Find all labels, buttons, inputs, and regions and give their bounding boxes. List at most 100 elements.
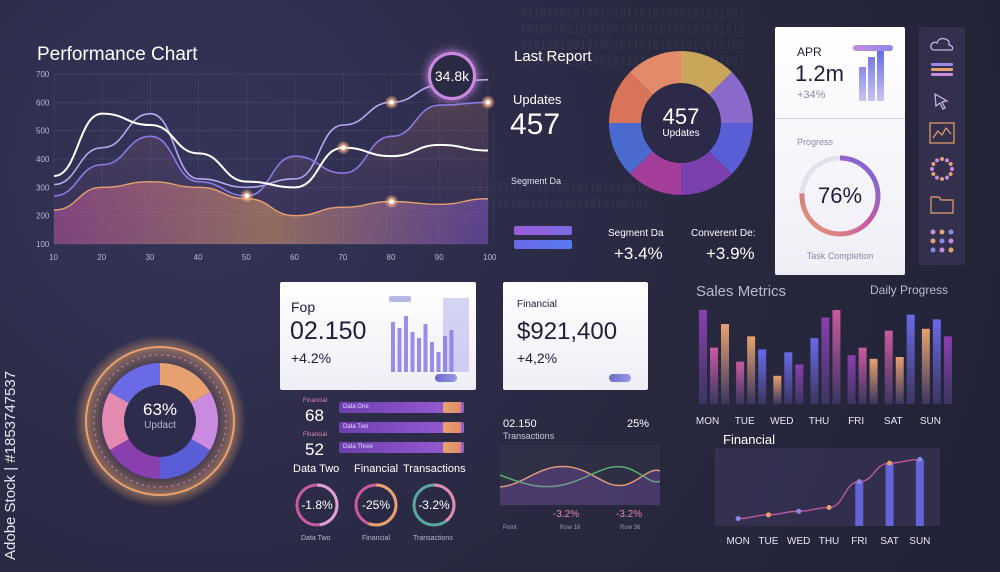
daily-progress: Daily Progress [870,283,949,297]
financial-point [887,460,893,466]
folder-icon[interactable] [929,193,955,215]
segment-label: Segment Da [511,176,562,186]
apr-mini-col [868,57,875,101]
y-tick-label: 200 [36,212,50,221]
data-row-2-button[interactable] [443,422,461,433]
loader-icon[interactable] [929,156,955,182]
financial-bar [915,459,924,526]
progress-ring [799,155,881,237]
pie-slice [709,72,753,123]
header-transactions: Transactions [403,463,466,475]
progress-fill [799,155,881,237]
ring-3-value: -3.2% [418,498,450,512]
loader-dot [930,167,934,171]
sales-bar [810,338,819,404]
sales-bar [773,375,782,404]
sales-bar [795,364,804,404]
loader-dot [935,158,939,163]
series-line [53,101,489,197]
loader-dot [940,177,944,181]
x-tick-label: 50 [242,253,251,262]
grid-dot [939,238,945,244]
x-tick-label: 80 [387,253,396,262]
performance-title: Performance Chart [37,44,198,65]
stat-value-1: 68 [305,406,324,425]
financial-change: +4,2% [517,350,558,366]
pie-slice [681,151,732,195]
loader-dot [945,158,949,163]
x-tick-label: 90 [435,253,444,262]
stat-value-2: 52 [305,440,324,459]
grid-dot [948,229,954,235]
fop-mini-bar [443,336,447,372]
transactions-pct: 25% [627,418,650,430]
grid-dot [939,229,945,235]
progress-footer: Task Completion [806,251,874,261]
grid-dot [930,247,936,253]
data-row-3-button[interactable] [443,442,461,453]
data-point [244,193,250,199]
gauge-segment [160,435,211,479]
performance-badge: 34.8k [428,52,476,100]
transactions-value: 02.150 [503,418,537,430]
loader-dot [931,162,936,166]
data-row-1-button[interactable] [443,402,461,413]
financial-card: Financial $921,400 +4,2% [503,282,648,390]
series-line [53,112,489,189]
gauge-chart [74,335,246,507]
data-row-1[interactable]: Data One [339,402,464,413]
fop-button[interactable] [435,374,457,382]
financial-label: Financial [517,299,558,310]
loader-dot [948,172,953,176]
financial-bar [855,481,864,526]
data-row-2[interactable]: Data Two [339,422,464,433]
data-point [341,145,346,150]
fop-change: +4.2% [291,350,332,366]
fop-value: 02.150 [290,317,367,345]
financial-point [735,516,741,522]
performance-chart: 700 600 500 400 300 200 100 10 20 30 40 50 60 70 80 90 1… [36,70,497,262]
progress-label: Progress [797,137,834,147]
gauge-outer-ring [85,346,235,496]
sales-bar [869,358,878,404]
x-tick-label: 60 [290,253,299,262]
sales-bar [821,317,830,404]
cloud-icon[interactable] [929,36,955,54]
ring-2-label: Financial [362,535,391,542]
grid-dot [948,247,954,253]
loader-dot [948,162,953,166]
x-tick-label: FRI [851,536,867,547]
header-financial: Financial [354,463,399,475]
data-row-3[interactable]: Data Three [339,442,464,453]
fop-mini-chart [389,296,469,372]
list-icon[interactable] [929,62,955,78]
sales-title: Sales Metrics [696,283,787,300]
sales-bar [858,347,867,404]
sales-bar [736,361,745,404]
apr-mini-col [859,67,866,101]
gauge-value: 63% [142,400,178,419]
transactions-wave [500,465,660,505]
conv-value: +3.9% [706,244,755,263]
y-tick-label: 300 [36,183,50,192]
fop-mini-bar [436,352,441,372]
updates-value: 457 [510,108,561,141]
x-tick-label: 30 [145,253,154,262]
transactions-v2: -3.2% [616,509,643,520]
stat-label-1: Financial [303,398,328,404]
chart-icon[interactable] [929,122,955,144]
financial-bar [885,463,894,526]
loader-dot [935,175,939,180]
grid-dots-icon[interactable] [929,228,955,256]
fop-mini-block [443,298,469,372]
financial-button[interactable] [609,374,631,382]
sales-chart: MON TUE WED THU FRI SAT SUN [696,310,952,427]
fop-card: Fop 02.150 +4.2% [280,282,476,390]
gauge-segment [109,363,160,407]
data-point [389,100,394,105]
y-tick-label: 700 [36,70,50,79]
cursor-icon[interactable] [933,92,951,110]
donut-hole [642,84,720,162]
seg-title: Segment Da [608,228,664,239]
gauge-ticks [93,354,227,488]
